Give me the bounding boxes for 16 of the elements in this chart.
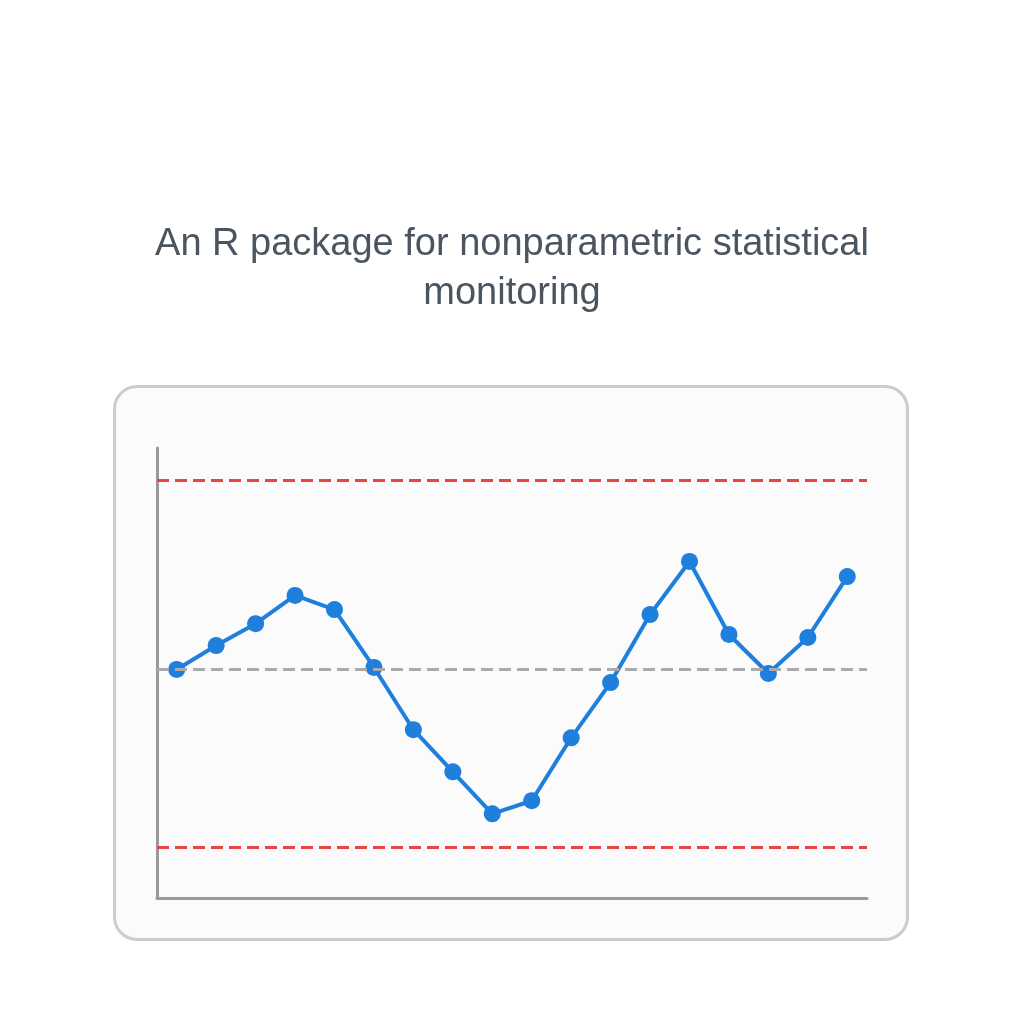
- point: [838, 568, 856, 586]
- point: [799, 629, 817, 646]
- point: [444, 763, 462, 781]
- point: [247, 615, 265, 633]
- point: [681, 552, 698, 570]
- point: [326, 601, 343, 619]
- chart-subtitle: An R package for nonparametric statistical monitoring: [154, 220, 870, 315]
- point: [641, 606, 659, 624]
- point: [523, 792, 541, 810]
- point: [404, 721, 422, 739]
- point: [720, 625, 738, 643]
- point: [286, 586, 304, 604]
- point: [483, 805, 501, 823]
- point: [602, 674, 620, 692]
- point: [562, 729, 580, 747]
- point: [207, 637, 225, 655]
